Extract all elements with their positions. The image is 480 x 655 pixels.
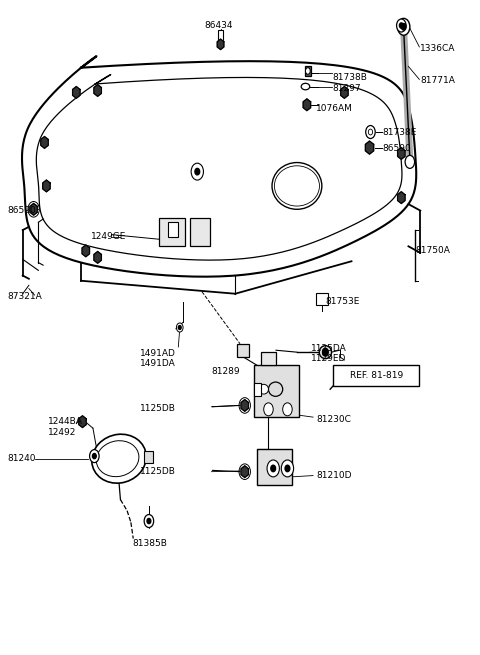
Ellipse shape	[92, 434, 146, 483]
Polygon shape	[365, 141, 373, 154]
Circle shape	[267, 460, 279, 477]
Text: 1491DA: 1491DA	[140, 359, 176, 367]
Text: 86434: 86434	[204, 21, 233, 30]
Bar	[254, 365, 300, 417]
Text: 81289: 81289	[212, 367, 240, 376]
Circle shape	[305, 67, 310, 74]
Circle shape	[366, 126, 375, 138]
Circle shape	[28, 202, 39, 217]
Text: 1125DB: 1125DB	[140, 467, 176, 476]
Polygon shape	[43, 180, 50, 192]
Text: 1125DB: 1125DB	[140, 404, 176, 413]
Circle shape	[264, 403, 273, 416]
Ellipse shape	[272, 162, 322, 210]
Text: 81297: 81297	[333, 84, 361, 93]
Ellipse shape	[96, 441, 139, 477]
Ellipse shape	[319, 346, 332, 359]
Text: 1336CA: 1336CA	[420, 44, 456, 53]
Text: 1125DA: 1125DA	[311, 344, 347, 353]
Bar	[257, 449, 292, 485]
Bar	[304, 66, 311, 75]
Circle shape	[195, 168, 200, 175]
Bar	[237, 344, 249, 357]
Bar	[316, 293, 328, 305]
Polygon shape	[94, 84, 101, 96]
Bar	[144, 451, 153, 462]
Bar	[254, 383, 261, 396]
Circle shape	[271, 465, 276, 472]
Polygon shape	[303, 99, 311, 111]
Text: 86590: 86590	[8, 206, 36, 215]
Polygon shape	[22, 56, 416, 276]
Circle shape	[191, 163, 204, 180]
Bar	[168, 222, 179, 236]
Text: 1491AD: 1491AD	[140, 349, 176, 358]
Text: 81385B: 81385B	[132, 538, 168, 548]
Bar	[190, 218, 210, 246]
Circle shape	[90, 449, 99, 462]
Text: 12492: 12492	[48, 428, 76, 437]
Text: 81750A: 81750A	[416, 246, 450, 255]
Circle shape	[283, 403, 292, 416]
Polygon shape	[94, 252, 101, 263]
Text: 1249GE: 1249GE	[91, 232, 126, 241]
Ellipse shape	[301, 83, 310, 90]
Circle shape	[368, 129, 372, 135]
Text: 81210D: 81210D	[316, 471, 351, 480]
Bar	[261, 352, 276, 365]
Circle shape	[144, 515, 154, 527]
Text: 1244BA: 1244BA	[48, 417, 83, 426]
Text: REF. 81-819: REF. 81-819	[349, 371, 403, 380]
Polygon shape	[341, 86, 348, 98]
Polygon shape	[397, 192, 405, 204]
Circle shape	[179, 326, 181, 329]
Polygon shape	[79, 416, 86, 428]
Polygon shape	[241, 400, 249, 411]
Polygon shape	[82, 245, 89, 257]
Text: 81738B: 81738B	[333, 73, 367, 82]
Text: 81753E: 81753E	[325, 297, 360, 306]
Ellipse shape	[259, 384, 268, 394]
Text: 81771A: 81771A	[420, 76, 455, 85]
Polygon shape	[41, 136, 48, 148]
Text: 1129ED: 1129ED	[311, 354, 347, 363]
Text: 87321A: 87321A	[8, 292, 42, 301]
Polygon shape	[72, 86, 80, 98]
FancyBboxPatch shape	[334, 365, 420, 386]
Circle shape	[147, 519, 151, 523]
Ellipse shape	[275, 166, 320, 206]
Circle shape	[281, 460, 294, 477]
Circle shape	[177, 323, 183, 332]
Circle shape	[323, 348, 328, 356]
Polygon shape	[397, 147, 405, 159]
Circle shape	[396, 19, 406, 32]
Ellipse shape	[268, 382, 283, 396]
Bar	[159, 218, 185, 246]
Bar	[218, 30, 223, 42]
Circle shape	[399, 23, 403, 28]
Polygon shape	[30, 204, 37, 215]
Circle shape	[239, 464, 251, 479]
Circle shape	[239, 398, 251, 413]
Text: 81230C: 81230C	[316, 415, 351, 424]
Circle shape	[405, 155, 415, 168]
Polygon shape	[241, 466, 249, 477]
Polygon shape	[217, 39, 224, 50]
Text: 1076AM: 1076AM	[316, 104, 353, 113]
Text: 81240: 81240	[8, 454, 36, 463]
Text: 86590: 86590	[383, 144, 411, 153]
Circle shape	[397, 18, 410, 35]
Circle shape	[93, 453, 96, 458]
Circle shape	[285, 465, 290, 472]
Circle shape	[401, 24, 406, 30]
Text: 81738E: 81738E	[383, 128, 417, 137]
